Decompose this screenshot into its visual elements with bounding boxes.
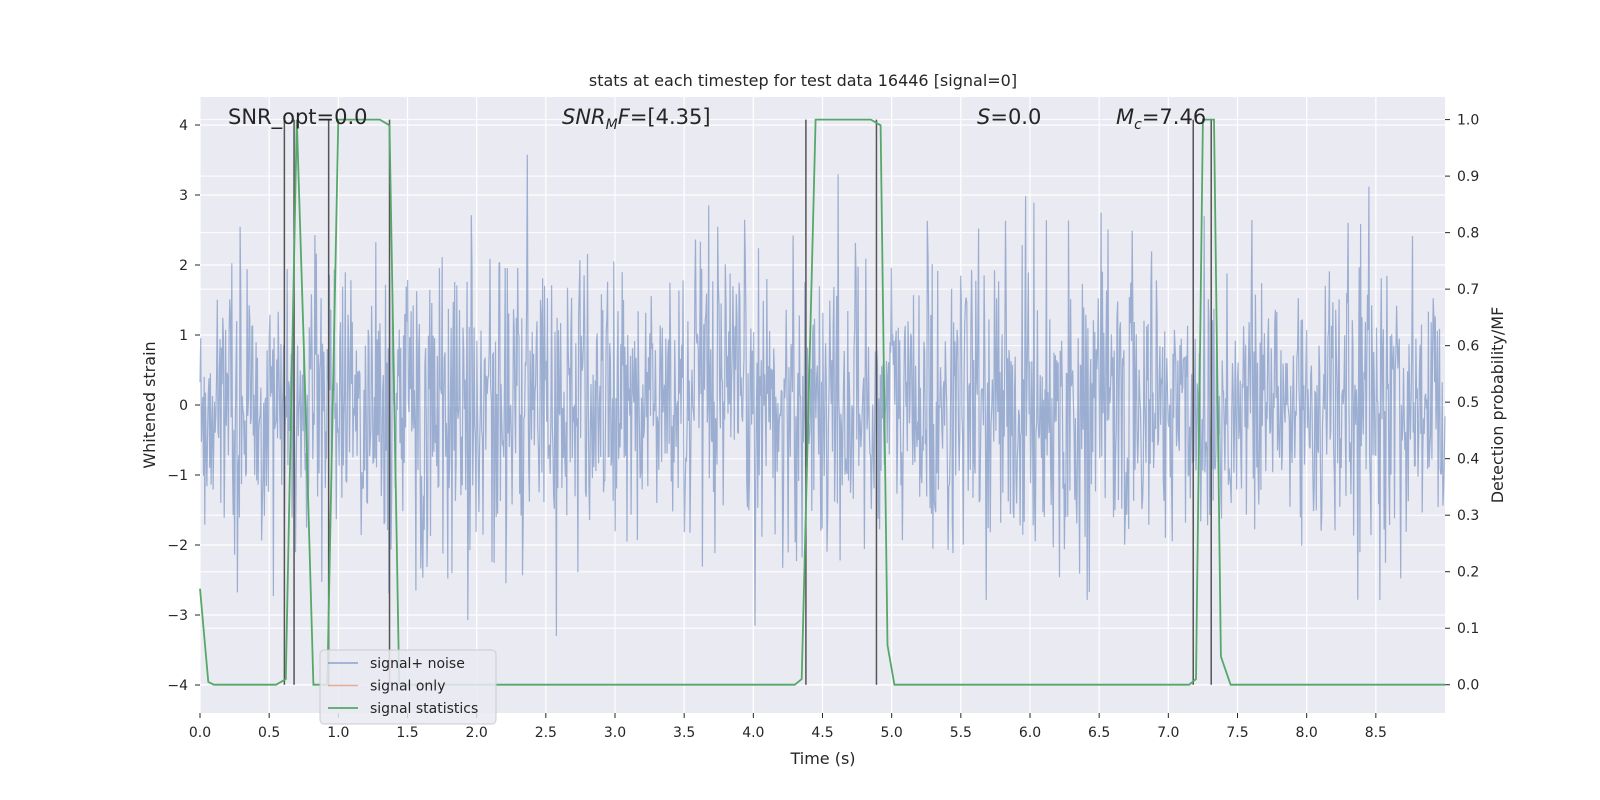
- x-tick-label: 4.0: [742, 725, 764, 741]
- x-axis-ticks: 0.0 0.5 1.0 1.5 2.0 2.5 3.0 3.5 4.0 4.5 5.0 5.5 6.0 6…: [189, 713, 1387, 741]
- x-tick-label: 4.5: [811, 725, 833, 741]
- y2-tick-label: 0.4: [1457, 452, 1479, 468]
- x-tick-label: 8.5: [1365, 725, 1387, 741]
- x-tick-label: 0.5: [258, 725, 280, 741]
- annotation-chirp-mass: Mc=7.46: [1116, 105, 1206, 133]
- legend-label: signal only: [370, 679, 445, 695]
- y-axis-label: Whitened strain: [140, 341, 159, 468]
- y-tick-label: 2: [179, 258, 188, 274]
- x-tick-label: 7.0: [1157, 725, 1179, 741]
- y-tick-label: 4: [179, 118, 188, 134]
- x-tick-label: 7.5: [1226, 725, 1248, 741]
- y2-tick-label: 0.6: [1457, 339, 1479, 355]
- legend: signal+ noise signal only signal statistic…: [319, 649, 497, 725]
- x-tick-label: 3.0: [604, 725, 626, 741]
- y-tick-label: −1: [167, 468, 188, 484]
- y-tick-label: 3: [179, 188, 188, 204]
- y2-tick-label: 0.2: [1457, 565, 1479, 581]
- x-axis-label: Time (s): [789, 749, 855, 768]
- y-tick-label: −3: [167, 608, 188, 624]
- signal-plus-noise-line: [199, 154, 1446, 636]
- x-tick-label: 5.0: [881, 725, 903, 741]
- legend-label: signal statistics: [370, 701, 478, 717]
- x-tick-label: 2.0: [466, 725, 488, 741]
- y2-tick-label: 0.5: [1457, 395, 1479, 411]
- series-signal-plus-noise: [199, 154, 1446, 636]
- y2-tick-label: 0.8: [1457, 226, 1479, 242]
- annotation-snr-opt: SNR_opt=0.0: [228, 105, 368, 130]
- y2-axis-label: Detection probability/MF: [1488, 307, 1507, 504]
- x-tick-label: 5.5: [950, 725, 972, 741]
- y-tick-label: 1: [179, 328, 188, 344]
- y2-tick-label: 0.7: [1457, 282, 1479, 298]
- y-axis-ticks: −4 −3 −2 −1 0 1 2 3 4: [167, 118, 200, 694]
- y2-tick-label: 0.9: [1457, 169, 1479, 185]
- y2-tick-label: 0.1: [1457, 621, 1479, 637]
- legend-label: signal+ noise: [370, 656, 465, 672]
- y-tick-label: −4: [167, 678, 188, 694]
- x-tick-label: 6.5: [1088, 725, 1110, 741]
- x-tick-label: 2.5: [535, 725, 557, 741]
- chart-title: stats at each timestep for test data 164…: [589, 71, 1017, 90]
- x-tick-label: 8.0: [1296, 725, 1318, 741]
- x-tick-label: 3.5: [673, 725, 695, 741]
- y2-tick-label: 1.0: [1457, 113, 1479, 129]
- y-tick-label: −2: [167, 538, 188, 554]
- legend-box: [319, 649, 497, 725]
- y-tick-label: 0: [179, 398, 188, 414]
- x-tick-label: 0.0: [189, 725, 211, 741]
- y2-tick-label: 0.0: [1457, 678, 1479, 694]
- x-tick-label: 6.0: [1019, 725, 1041, 741]
- annotation-s-stat: S=0.0: [977, 105, 1041, 129]
- x-tick-label: 1.0: [327, 725, 349, 741]
- annotation-snr-mf: SNRMF=[4.35]: [562, 105, 711, 133]
- y2-axis-ticks: 0.0 0.1 0.2 0.3 0.4 0.5 0.6 0.7 0.8 0.9 1.0: [1445, 113, 1479, 694]
- annotations: SNR_opt=0.0 SNRMF=[4.35] S=0.0 Mc=7.46: [228, 105, 1206, 133]
- x-tick-label: 1.5: [396, 725, 418, 741]
- y2-tick-label: 0.3: [1457, 508, 1479, 524]
